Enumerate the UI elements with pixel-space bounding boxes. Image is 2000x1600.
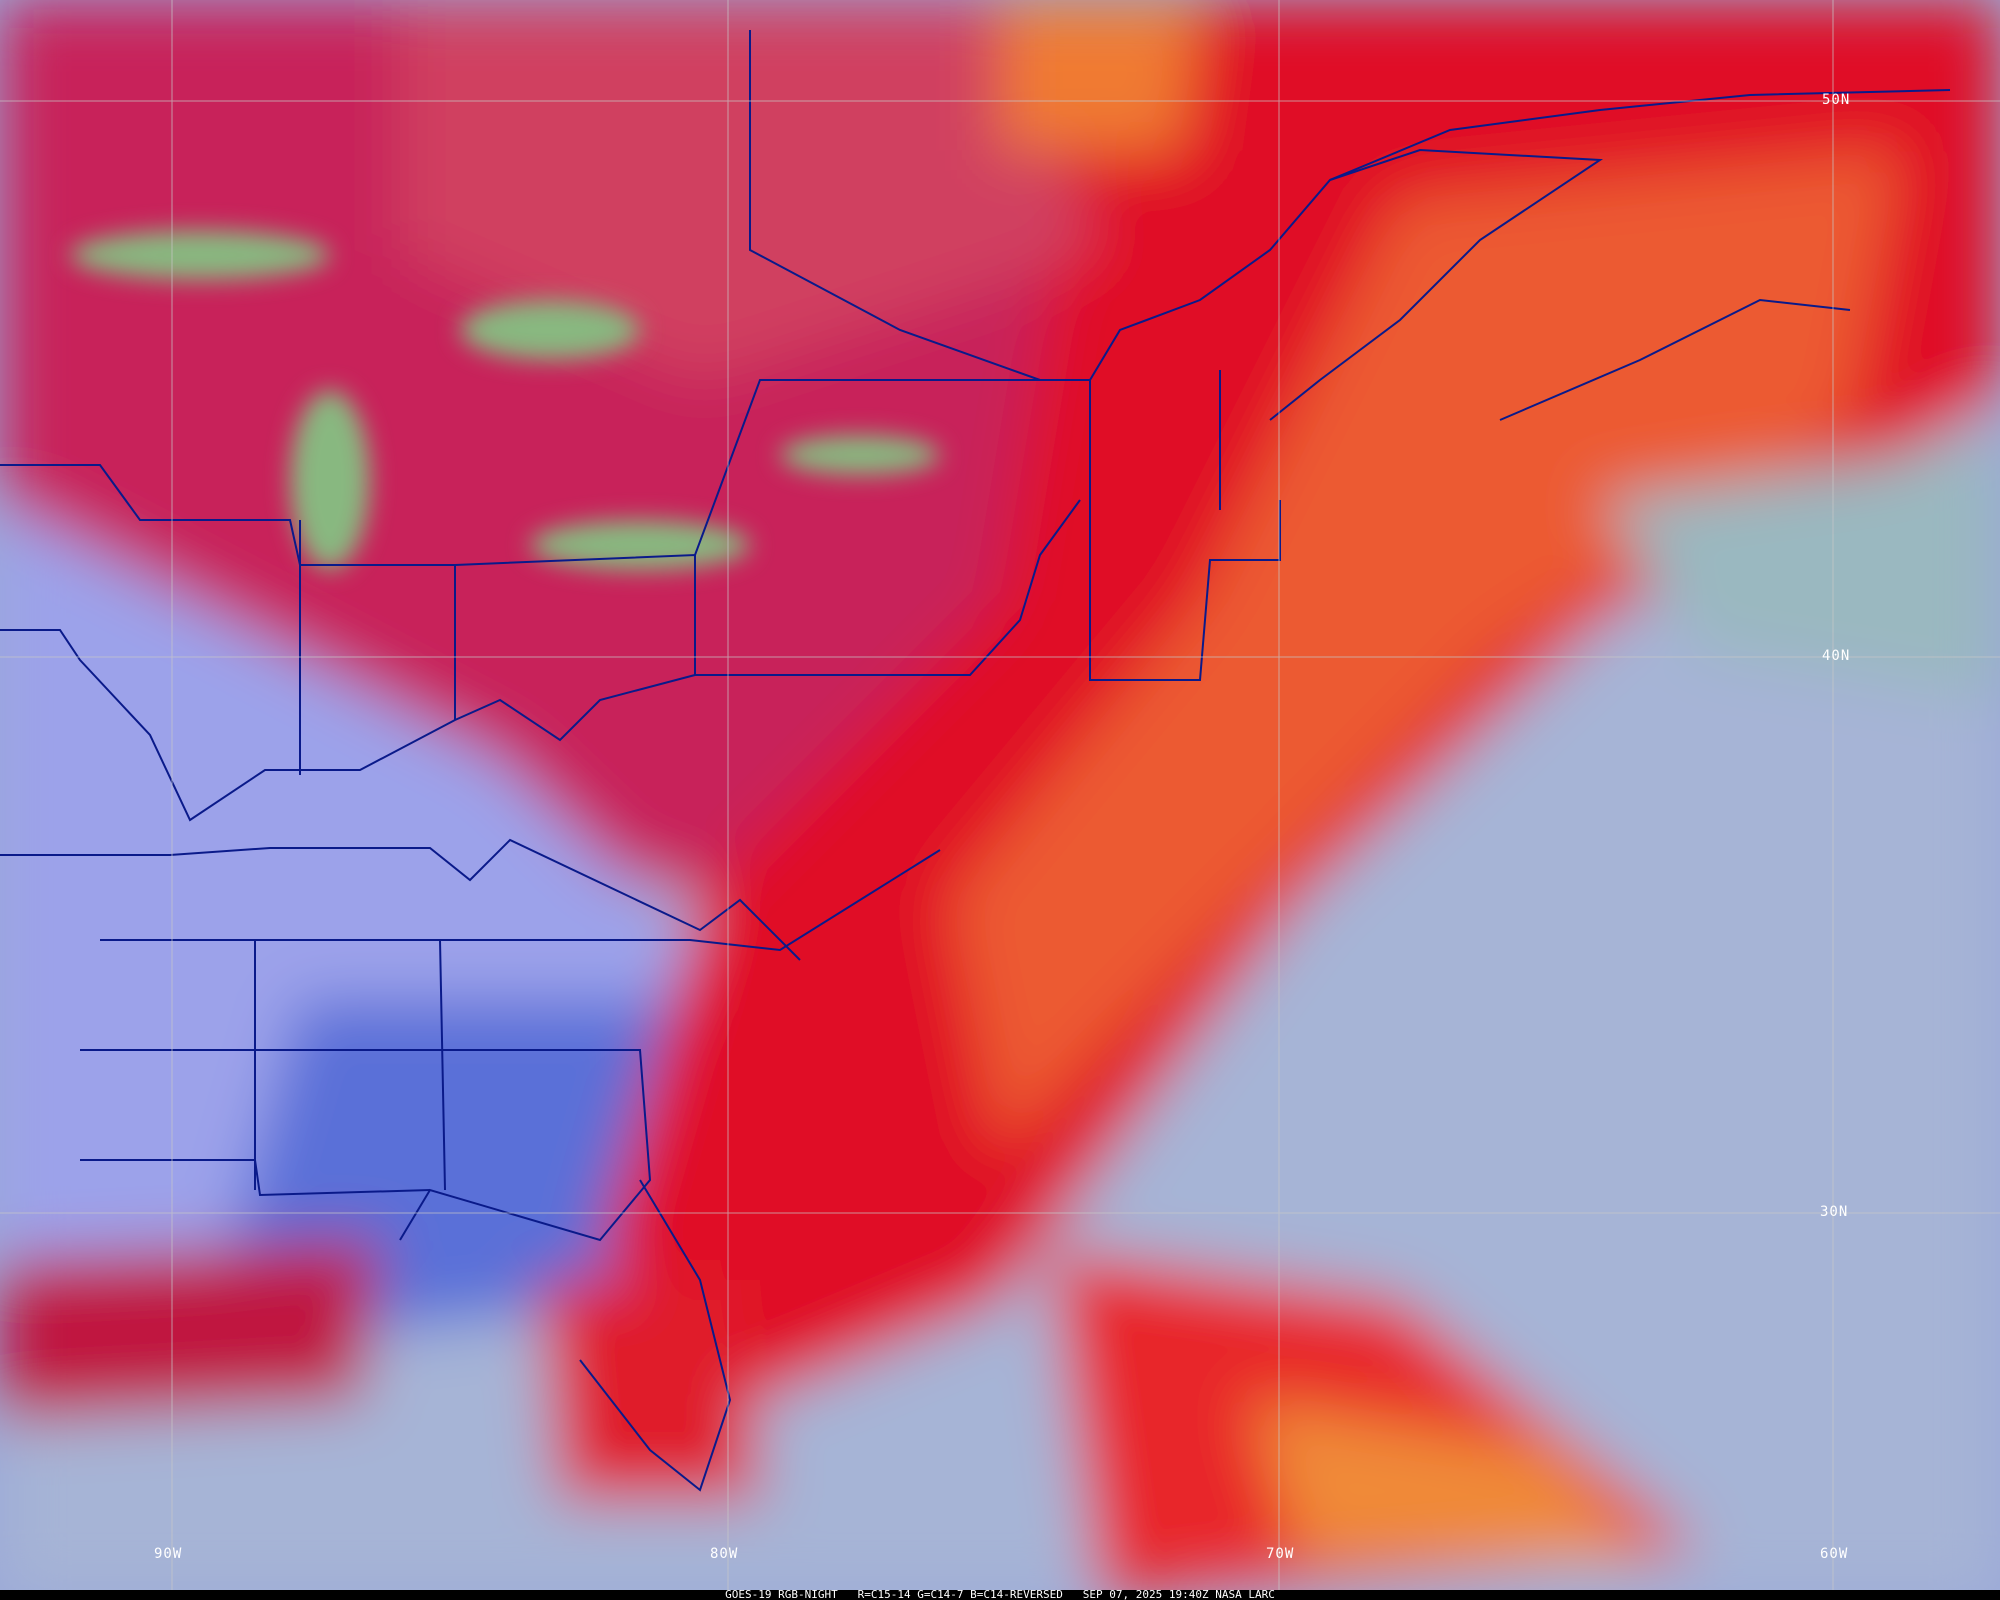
latitude-label-40n: 40N bbox=[1822, 648, 1851, 664]
satellite-product: GOES-19 RGB-NIGHT bbox=[725, 1588, 838, 1600]
longitude-label-90w: 90W bbox=[154, 1546, 183, 1562]
longitude-label-80w: 80W bbox=[710, 1546, 739, 1562]
great-lakes bbox=[70, 230, 940, 570]
longitude-label-70w: 70W bbox=[1266, 1546, 1295, 1562]
timestamp: SEP 07, 2025 19:40Z bbox=[1082, 1588, 1209, 1600]
state-boundaries bbox=[0, 30, 1951, 1492]
channel-combination: R=C15-14 G=C14-7 B=C14-REVERSED bbox=[857, 1588, 1063, 1600]
latitude-label-30n: 30N bbox=[1820, 1204, 1849, 1220]
longitude-label-60w: 60W bbox=[1820, 1546, 1849, 1562]
data-source: NASA LARC bbox=[1215, 1588, 1275, 1600]
image-caption-bar: GOES-19 RGB-NIGHT R=C15-14 G=C14-7 B=C14… bbox=[0, 1588, 2000, 1600]
latitude-label-50n: 50N bbox=[1822, 92, 1851, 108]
